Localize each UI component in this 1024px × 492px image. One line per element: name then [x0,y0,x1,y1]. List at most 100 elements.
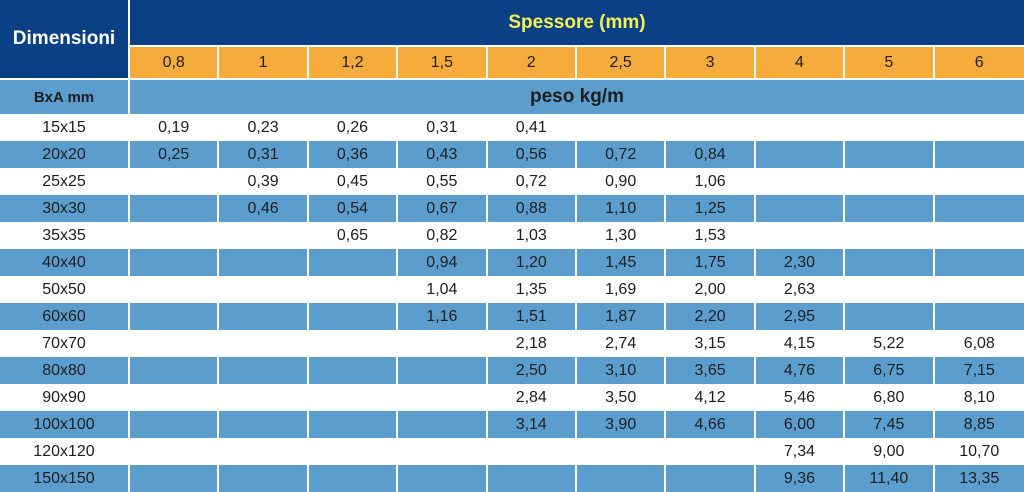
weight-cell: 0,55 [398,168,488,195]
weight-cell: 7,15 [934,357,1024,384]
weight-cell [130,465,220,492]
weight-cell: 1,04 [398,276,488,303]
weight-cell [219,276,309,303]
table-row: 150x150 9,36 11,40 13,35 [0,465,1024,492]
weight-cell: 4,76 [755,357,846,384]
weight-cell: 1,53 [666,222,756,249]
weight-cell: 0,46 [219,195,309,222]
weight-cell [308,438,399,465]
table-row: 40x40 0,94 1,20 1,45 1,75 2,30 [0,249,1024,276]
weight-cell [934,141,1024,168]
weight-cell [576,465,667,492]
spessore-header: Spessore (mm) [130,0,1024,47]
weight-cell [130,411,220,438]
weight-cell: 0,82 [398,222,488,249]
peso-header: peso kg/m [130,80,1024,114]
weight-cell: 1,06 [666,168,756,195]
weight-cell [219,330,309,357]
dimension-cell: 90x90 [0,384,130,411]
weight-cell: 2,95 [755,303,846,330]
dimension-cell: 35x35 [0,222,130,249]
weight-cell: 6,75 [845,357,935,384]
weight-cell [130,438,220,465]
weight-cell [845,195,935,222]
weight-cell: 1,16 [398,303,488,330]
weight-cell: 3,10 [576,357,667,384]
weight-cell: 1,25 [666,195,756,222]
weight-cell [845,249,935,276]
weight-cell [845,141,935,168]
weight-cell: 2,63 [755,276,846,303]
weight-cell: 2,84 [487,384,577,411]
weight-cell: 4,66 [666,411,756,438]
weight-cell [934,303,1024,330]
bxa-header: BxA mm [0,80,130,114]
dimension-cell: 100x100 [0,411,130,438]
weight-cell [755,222,846,249]
table-row: 25x25 0,39 0,45 0,55 0,72 0,90 1,06 [0,168,1024,195]
weight-cell [130,303,220,330]
weight-cell [666,465,756,492]
weight-cell: 10,70 [934,438,1024,465]
table-row: 20x20 0,25 0,31 0,36 0,43 0,56 0,72 0,84 [0,141,1024,168]
dimension-cell: 15x15 [0,114,130,141]
thickness-header-cell: 6 [934,47,1024,80]
dimension-cell: 150x150 [0,465,130,492]
weight-cell [219,384,309,411]
weight-cell [219,465,309,492]
weight-cell: 5,22 [845,330,935,357]
table-row: 80x80 2,50 3,10 3,65 4,76 6,75 7,15 [0,357,1024,384]
weight-cell [130,249,220,276]
weight-cell [845,114,935,141]
weight-cell: 2,74 [576,330,667,357]
weight-cell: 1,45 [576,249,667,276]
weight-cell: 8,85 [934,411,1024,438]
table-row: 90x90 2,84 3,50 4,12 5,46 6,80 8,10 [0,384,1024,411]
weight-cell: 9,00 [845,438,935,465]
weight-cell: 0,90 [576,168,667,195]
weight-cell [934,222,1024,249]
weight-cell [398,357,488,384]
weight-cell: 0,26 [308,114,399,141]
table-row: 50x50 1,04 1,35 1,69 2,00 2,63 [0,276,1024,303]
weight-cell: 1,10 [576,195,667,222]
weight-cell: 0,45 [308,168,399,195]
weight-cell: 0,94 [398,249,488,276]
weight-cell [576,114,667,141]
weight-cell [666,438,756,465]
weight-cell: 3,50 [576,384,667,411]
weight-cell [398,438,488,465]
weight-cell: 1,87 [576,303,667,330]
weight-cell [934,249,1024,276]
weight-cell: 2,00 [666,276,756,303]
thickness-header-cell: 1,5 [398,47,488,80]
weight-cell [487,438,577,465]
table-row: 15x15 0,19 0,23 0,26 0,31 0,41 [0,114,1024,141]
dimension-cell: 80x80 [0,357,130,384]
weight-cell [130,330,220,357]
weight-cell: 0,88 [487,195,577,222]
weight-cell: 2,20 [666,303,756,330]
weight-cell [755,114,846,141]
weight-cell [308,357,399,384]
weight-cell: 4,12 [666,384,756,411]
weight-cell: 0,36 [308,141,399,168]
weight-cell: 6,08 [934,330,1024,357]
weight-cell: 0,54 [308,195,399,222]
weight-cell [845,303,935,330]
weight-cell: 0,39 [219,168,309,195]
weight-cell: 2,18 [487,330,577,357]
weight-cell [487,465,577,492]
weight-cell: 1,35 [487,276,577,303]
weight-cell: 7,34 [755,438,846,465]
dimension-cell: 30x30 [0,195,130,222]
thickness-header-cell: 2,5 [576,47,667,80]
thickness-header-cell: 0,8 [130,47,220,80]
weight-cell: 0,67 [398,195,488,222]
weight-cell [308,330,399,357]
weight-cell [308,276,399,303]
weight-cell: 8,10 [934,384,1024,411]
weight-cell: 0,25 [130,141,220,168]
